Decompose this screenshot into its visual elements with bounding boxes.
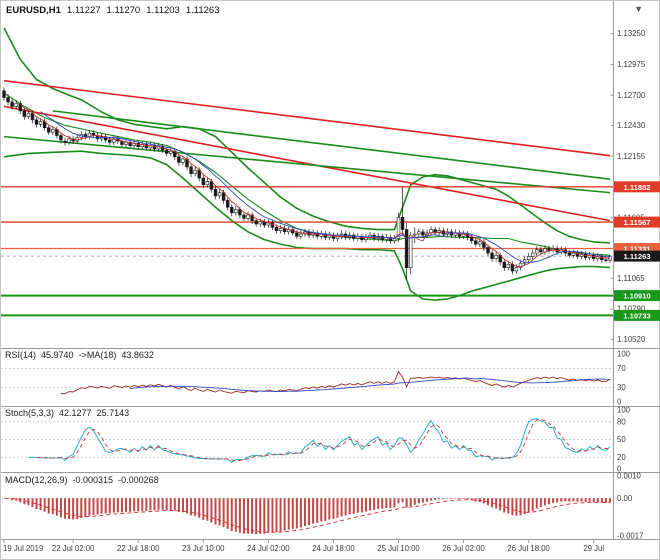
red-trendline-upper [3, 79, 611, 157]
rsi-line [60, 370, 611, 395]
rsi-axis-label: 70 [617, 364, 626, 373]
x-axis-layer: 19 Jul 2019 22 Jul 02:00 22 Jul 18:00 23 Ju… [3, 539, 604, 553]
red-trendline-lower [3, 105, 611, 222]
y-axis-label: 1.12700 [617, 91, 646, 100]
y-axis-label: 1.13250 [617, 29, 646, 38]
y-axis-label: 1.12155 [617, 152, 646, 161]
price-tag-text: 1.11331 [623, 244, 651, 253]
green-trendline-1 [3, 135, 611, 194]
macd-histogram [7, 498, 611, 535]
macd-axis-label: -0.0017 [617, 532, 643, 541]
stoch-axis-label: 100 [617, 406, 631, 415]
trendlines-layer [3, 79, 611, 222]
y-axis-label: 1.10790 [617, 305, 646, 314]
x-axis-label: 29 Jul [583, 544, 604, 553]
macd-axis-label: 0.00 [617, 494, 633, 503]
band-lower [3, 150, 611, 301]
x-axis-label: 19 Jul 2019 [3, 544, 43, 553]
price-tag: 1.11882 [614, 181, 660, 193]
y-axis-label: 1.12430 [617, 121, 646, 130]
stoch-panel-layer: 100 80 50 20 0 [1, 406, 631, 474]
ma-5-line [19, 103, 611, 268]
x-axis-label: 22 Jul 18:00 [117, 544, 160, 553]
x-axis-label: 22 Jul 02:00 [52, 544, 95, 553]
rsi-axis-label: 0 [617, 398, 622, 407]
price-tag-text: 1.11263 [623, 252, 650, 261]
rsi-axis-label: 100 [617, 350, 631, 359]
frame-lines [1, 1, 660, 540]
rsi-ma-line [130, 377, 611, 392]
y-axis-label: 1.10520 [617, 335, 646, 344]
rsi-axis-label: 30 [617, 383, 626, 392]
x-axis-label: 24 Jul 18:00 [312, 544, 355, 553]
axis-tags-layer: 1.11882 1.11567 1.11331 1.10910 1.10733 1.112… [614, 181, 660, 321]
stoch-axis-label: 0 [617, 465, 622, 474]
price-tag-text: 1.10910 [623, 292, 650, 301]
ma-10-line [40, 111, 611, 264]
levels-layer [1, 186, 613, 317]
macd-signal-line [3, 497, 610, 533]
price-tag: 1.10733 [614, 309, 660, 321]
rsi-panel-layer: 100 70 30 0 [1, 350, 631, 407]
stoch-axis-label: 20 [617, 453, 626, 462]
band-upper [3, 27, 611, 244]
x-axis-label: 23 Jul 10:00 [182, 544, 225, 553]
macd-axis-label: 0.0010 [617, 472, 642, 481]
x-axis-label: 24 Jul 02:00 [247, 544, 290, 553]
price-tag: 1.11263 [614, 250, 660, 262]
price-tag-text: 1.11882 [623, 183, 650, 192]
x-axis-label: 25 Jul 10:00 [377, 544, 420, 553]
y-axis-label: 1.11065 [617, 274, 645, 283]
chart-menu-icon[interactable]: ▼ [634, 4, 643, 14]
price-tag: 1.10910 [614, 290, 660, 302]
price-tag: 1.11567 [614, 216, 660, 228]
stoch-axis-label: 80 [617, 417, 626, 426]
x-axis-label: 26 Jul 18:00 [507, 544, 550, 553]
stoch-d-line [36, 419, 611, 461]
price-tag: 1.11331 [614, 243, 660, 254]
stoch-k-line [28, 418, 611, 463]
green-trendline-2 [52, 110, 611, 180]
price-tag-text: 1.10733 [623, 311, 650, 320]
macd-panel-layer: 0.0010 0.00 -0.0017 [1, 472, 643, 541]
moving-averages-layer [19, 103, 611, 268]
y-axis-label: 1.12975 [617, 60, 646, 69]
x-axis-label: 26 Jul 02:00 [442, 544, 485, 553]
stoch-axis-label: 50 [617, 435, 626, 444]
price-tag-text: 1.11567 [623, 218, 650, 227]
